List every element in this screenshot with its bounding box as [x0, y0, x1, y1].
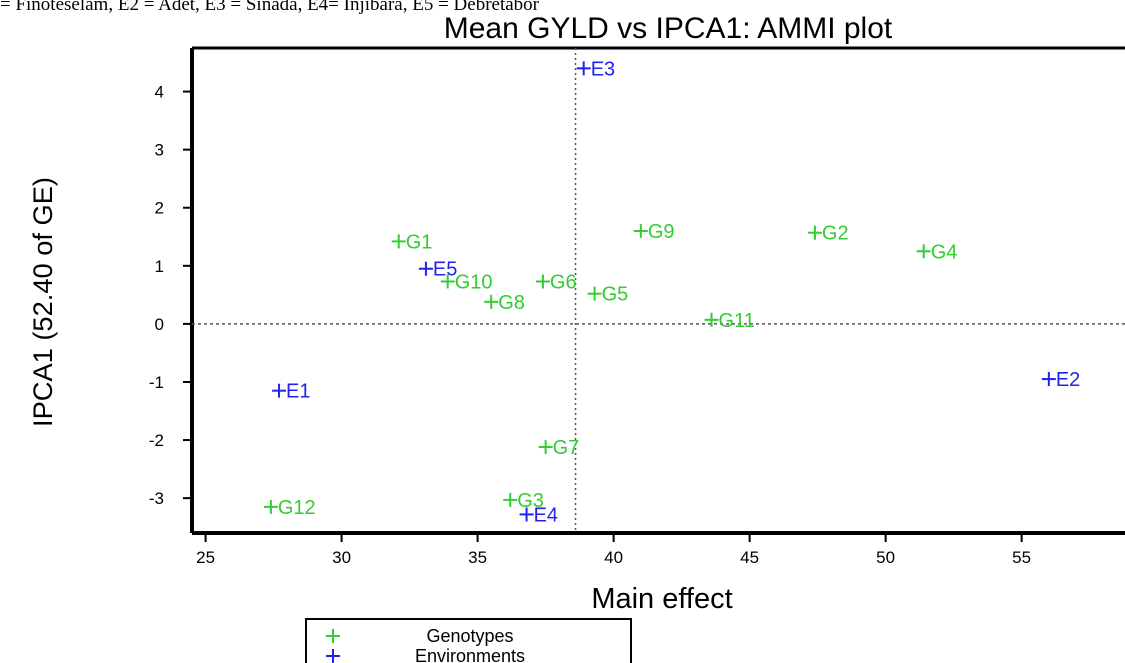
- y-tick-label: -3: [149, 489, 164, 508]
- point-g3: G3: [503, 490, 544, 512]
- point-g1: G1: [391, 231, 433, 253]
- point-label: G4: [931, 241, 958, 263]
- point-g7: G7: [538, 437, 580, 459]
- figure-caption: = Finoteselam, E2 = Adet, E3 = Sinada, E…: [0, 0, 540, 15]
- legend-box: [305, 618, 632, 663]
- point-label: G2: [822, 223, 849, 245]
- point-label: G8: [498, 292, 525, 314]
- point-e4: E4: [519, 504, 558, 526]
- point-label: G12: [278, 497, 316, 519]
- point-g10: G10: [440, 271, 493, 293]
- point-label: E4: [534, 504, 558, 526]
- point-label: G6: [550, 271, 577, 293]
- y-tick-label: -1: [149, 373, 164, 392]
- x-tick-label: 45: [740, 548, 759, 567]
- y-tick-label: 0: [155, 315, 164, 334]
- point-label: E3: [591, 58, 615, 80]
- x-tick-label: 35: [468, 548, 487, 567]
- y-tick-label: -2: [149, 431, 164, 450]
- point-label: G9: [648, 221, 675, 243]
- y-tick-label: 3: [155, 141, 164, 160]
- point-g12: G12: [263, 497, 316, 519]
- point-g4: G4: [916, 241, 958, 263]
- y-tick-label: 4: [155, 83, 164, 102]
- legend-label: Genotypes: [426, 626, 513, 646]
- x-tick-label: 55: [1012, 548, 1031, 567]
- x-tick-label: 40: [604, 548, 623, 567]
- point-e5: E5: [418, 259, 457, 281]
- x-axis-label: Main effect: [591, 583, 732, 615]
- point-label: G3: [517, 490, 544, 512]
- point-g5: G5: [587, 284, 629, 306]
- point-label: E2: [1056, 369, 1080, 391]
- x-tick-label: 30: [332, 548, 351, 567]
- point-g2: G2: [807, 223, 849, 245]
- point-g9: G9: [633, 221, 675, 243]
- point-label: G10: [455, 271, 493, 293]
- point-label: G5: [602, 284, 629, 306]
- point-g8: G8: [484, 292, 525, 314]
- legend-item-environments: Environments: [326, 646, 525, 663]
- point-label: G1: [406, 231, 433, 253]
- reference-lines: [192, 48, 1125, 533]
- legend-label: Environments: [415, 646, 525, 663]
- point-g6: G6: [535, 271, 577, 293]
- point-g11: G11: [704, 310, 755, 332]
- y-axis-label: IPCA1 (52.40 of GE): [28, 177, 58, 427]
- point-label: E1: [286, 381, 310, 403]
- x-tick-label: 50: [876, 548, 895, 567]
- point-label: E5: [433, 259, 457, 281]
- legend-item-genotypes: Genotypes: [326, 626, 514, 646]
- data-points: G1 G2 G3 G4 G5 G6 G7 G8 G9 G10 G11 G12 E1 E2 E3 E4 E5: [263, 58, 1080, 526]
- y-tick-label: 2: [155, 199, 164, 218]
- axis-ticks: 25 30 35 40 45 50 55 -3 -2 -1 0 1 2 3 4: [149, 83, 1031, 567]
- point-label: G11: [719, 310, 755, 332]
- chart-title: Mean GYLD vs IPCA1: AMMI plot: [444, 12, 893, 45]
- point-label: G7: [553, 437, 580, 459]
- point-e3: E3: [576, 58, 615, 80]
- point-e1: E1: [272, 381, 311, 403]
- x-tick-label: 25: [196, 548, 215, 567]
- y-tick-label: 1: [155, 257, 164, 276]
- point-e2: E2: [1041, 369, 1080, 391]
